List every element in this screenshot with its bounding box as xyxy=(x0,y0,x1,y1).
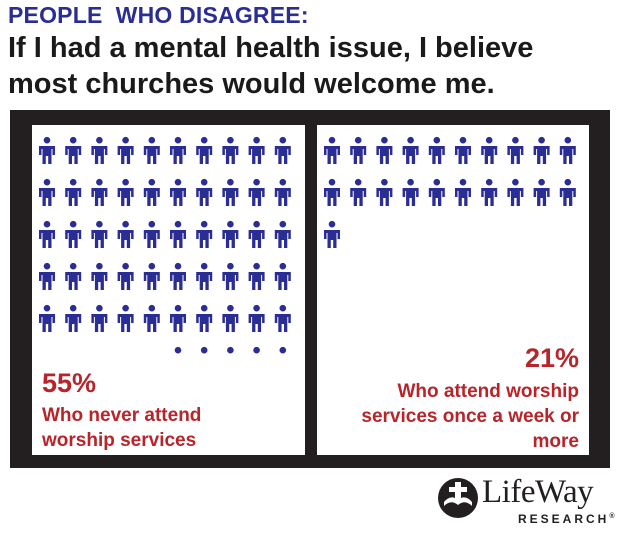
person-icon xyxy=(222,178,239,206)
person-icon xyxy=(65,304,82,332)
person-icon xyxy=(455,178,471,206)
person-icon xyxy=(248,178,265,206)
person-icon xyxy=(91,220,108,248)
person-icon xyxy=(196,136,213,164)
person-icon xyxy=(65,178,82,206)
person-icon xyxy=(274,304,291,332)
brand-sub-text: RESEARCH xyxy=(518,512,610,526)
headline: If I had a mental health issue, I believ… xyxy=(8,32,534,100)
label-never-attend: Who never attend worship services xyxy=(42,405,202,451)
person-icon xyxy=(428,178,445,206)
person-icon xyxy=(170,304,186,332)
percent-weekly-attend: 21% xyxy=(524,343,579,373)
icon-grid-weekly-attend xyxy=(324,136,576,248)
person-icon xyxy=(559,136,576,164)
person-icon xyxy=(39,262,55,290)
person-icon xyxy=(143,304,160,332)
person-icon xyxy=(117,136,134,164)
person-icon xyxy=(274,136,291,164)
lifeway-research-logo: LifeWay RESEARCH® xyxy=(436,474,615,532)
person-icon xyxy=(274,220,291,248)
cross-book-icon xyxy=(438,478,478,518)
person-icon xyxy=(376,178,393,206)
person-icon xyxy=(65,220,82,248)
person-icon xyxy=(222,304,239,332)
trademark-mark: ® xyxy=(609,513,615,520)
person-icon xyxy=(533,136,550,164)
person-icon xyxy=(274,178,291,206)
person-icon xyxy=(170,220,186,248)
panel-never-attend: 55% Who never attend worship services xyxy=(32,125,305,455)
person-icon xyxy=(170,262,186,290)
person-icon xyxy=(455,136,471,164)
chart-frame: 55% Who never attend worship services 21… xyxy=(10,110,610,468)
person-icon xyxy=(376,136,393,164)
person-icon xyxy=(196,220,213,248)
person-icon xyxy=(253,346,260,354)
person-icon xyxy=(481,136,498,164)
person-icon xyxy=(196,304,213,332)
person-icon xyxy=(248,262,265,290)
person-icon xyxy=(143,178,160,206)
person-icon xyxy=(507,136,524,164)
person-icon xyxy=(91,262,108,290)
person-icon xyxy=(174,346,182,354)
person-icon xyxy=(91,136,108,164)
person-icon xyxy=(428,136,445,164)
person-icon xyxy=(227,346,234,354)
person-icon xyxy=(65,136,82,164)
person-icon xyxy=(143,220,160,248)
person-icon xyxy=(274,262,291,290)
percent-never-attend: 55% xyxy=(42,368,97,398)
person-icon xyxy=(324,136,340,164)
person-icon xyxy=(222,262,239,290)
icon-grid-never-attend xyxy=(39,136,291,354)
person-icon xyxy=(39,136,55,164)
label-weekly-attend: Who attend worship services once a week … xyxy=(361,381,579,452)
person-icon xyxy=(222,136,239,164)
brand-sub: RESEARCH® xyxy=(518,512,615,526)
person-icon xyxy=(39,178,55,206)
person-icon xyxy=(324,178,340,206)
person-icon xyxy=(481,178,498,206)
header-label: PEOPLE WHO DISAGREE: xyxy=(8,2,309,28)
person-icon xyxy=(350,178,367,206)
brand-name: LifeWay xyxy=(482,474,594,510)
person-icon xyxy=(39,220,55,248)
person-icon xyxy=(402,136,419,164)
panel-weekly-attend: 21% Who attend worship services once a w… xyxy=(317,125,589,455)
person-icon xyxy=(65,262,82,290)
person-icon xyxy=(279,346,287,354)
person-icon xyxy=(117,262,134,290)
person-icon xyxy=(143,136,160,164)
person-icon xyxy=(170,178,186,206)
person-icon xyxy=(117,304,134,332)
person-icon xyxy=(117,220,134,248)
person-icon xyxy=(196,178,213,206)
person-icon xyxy=(222,220,239,248)
person-icon xyxy=(248,136,265,164)
person-icon xyxy=(350,136,367,164)
person-icon xyxy=(507,178,524,206)
person-icon xyxy=(196,262,213,290)
person-icon xyxy=(91,304,108,332)
person-icon xyxy=(117,178,134,206)
person-icon xyxy=(143,262,160,290)
person-icon xyxy=(170,136,186,164)
person-icon xyxy=(91,178,108,206)
person-icon xyxy=(200,346,208,354)
person-icon xyxy=(324,220,340,248)
person-icon xyxy=(248,304,265,332)
person-icon xyxy=(402,178,419,206)
person-icon xyxy=(559,178,576,206)
person-icon xyxy=(248,220,265,248)
person-icon xyxy=(533,178,550,206)
person-icon xyxy=(39,304,55,332)
